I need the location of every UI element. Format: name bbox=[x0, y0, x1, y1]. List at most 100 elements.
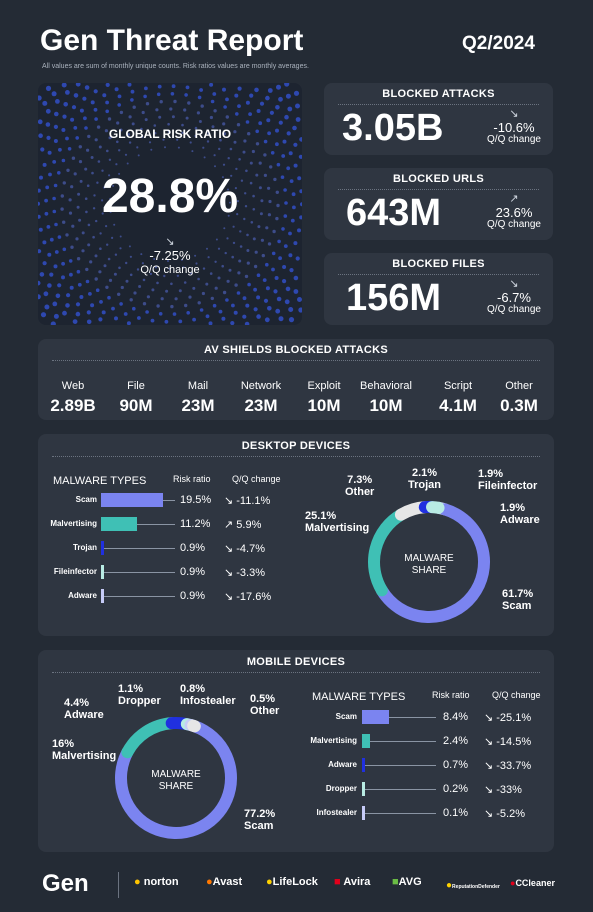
qq-change: ↘ -14.5% bbox=[484, 736, 532, 748]
av-item-mail: Mail 23M bbox=[181, 380, 215, 415]
brand-ccleaner-logo: ●CCleaner bbox=[510, 878, 555, 888]
donut-segment-other bbox=[187, 719, 201, 733]
blocked-files-panel: BLOCKED FILES 156M ↘ -6.7% Q/Q change bbox=[324, 253, 553, 325]
stat-value: 3.05B bbox=[342, 107, 444, 149]
desktop-share-fileinfector: 1.9% Fileinfector bbox=[478, 468, 538, 492]
blocked-urls-panel: BLOCKED URLS 643M ↗ 23.6% Q/Q change bbox=[324, 168, 553, 240]
malware-type-label: Dropper bbox=[325, 784, 357, 793]
mobile-donut-chart bbox=[115, 717, 237, 839]
report-quarter: Q2/2024 bbox=[462, 33, 535, 54]
stat-change: ↗ 23.6% Q/Q change bbox=[484, 193, 544, 230]
global-risk-value: 28.8% bbox=[101, 170, 239, 223]
stat-label: BLOCKED URLS bbox=[393, 173, 484, 185]
qq-change: ↘ -17.6% bbox=[224, 591, 272, 603]
bar-track bbox=[362, 789, 436, 790]
qq-change: ↘ -11.1% bbox=[224, 495, 271, 507]
risk-value: 2.4% bbox=[443, 735, 469, 747]
mobile-share-scam: 77.2% Scam bbox=[244, 808, 276, 832]
av-item-exploit: Exploit 10M bbox=[307, 380, 341, 415]
global-risk-label: GLOBAL RISK RATIO bbox=[108, 127, 232, 141]
risk-bar bbox=[362, 758, 365, 772]
brand-gen-logo: Gen bbox=[42, 870, 89, 897]
av-shields-panel: AV SHIELDS BLOCKED ATTACKS bbox=[38, 339, 554, 420]
qq-change: ↘ -25.1% bbox=[484, 712, 532, 724]
risk-bar bbox=[101, 517, 137, 531]
malware-type-label: Malvertising bbox=[310, 736, 357, 745]
av-title: AV SHIELDS BLOCKED ATTACKS bbox=[203, 344, 388, 356]
malware-type-label: Scam bbox=[75, 495, 97, 504]
risk-value: 11.2% bbox=[180, 518, 211, 530]
brand-lifelock-logo: ●LifeLock bbox=[266, 876, 318, 888]
desktop-share-adware: 1.9% Adware bbox=[500, 502, 540, 526]
desktop-share-scam: 61.7% Scam bbox=[502, 588, 534, 612]
report-note: All values are sum of monthly unique cou… bbox=[42, 63, 309, 70]
risk-value: 0.9% bbox=[180, 590, 206, 602]
dot-pattern bbox=[38, 83, 302, 325]
global-risk-change: ↘ -7.25% Q/Q change bbox=[138, 236, 202, 277]
stat-value: 643M bbox=[346, 192, 442, 234]
risk-value: 0.9% bbox=[180, 542, 206, 554]
report-title: Gen Threat Report bbox=[40, 24, 304, 57]
av-item-other: Other 0.3M bbox=[500, 380, 538, 415]
desktop-col-types: MALWARE TYPES bbox=[53, 475, 147, 487]
av-item-file: File 90M bbox=[119, 380, 153, 415]
stat-change: ↘ -10.6% Q/Q change bbox=[484, 108, 544, 145]
desktop-share-malvertising: 25.1% Malvertising bbox=[305, 510, 370, 534]
av-item-network: Network 23M bbox=[240, 380, 282, 415]
bar-track bbox=[362, 741, 436, 742]
blocked-attacks-panel: BLOCKED ATTACKS 3.05B ↘ -10.6% Q/Q chang… bbox=[324, 83, 553, 155]
malware-type-label: Infostealer bbox=[316, 808, 357, 817]
trend-down-icon: ↘ bbox=[165, 236, 175, 248]
risk-bar bbox=[362, 782, 365, 796]
trend-down-icon: ↘ bbox=[509, 278, 519, 290]
donut-center-label: MALWARE SHARE bbox=[404, 553, 454, 576]
risk-bar bbox=[362, 806, 365, 820]
brand-avg-logo: ■AVG bbox=[392, 876, 422, 888]
risk-bar bbox=[101, 565, 104, 579]
brand-avira-logo: ■ Avira bbox=[334, 876, 371, 888]
risk-value: 8.4% bbox=[443, 711, 469, 723]
desktop-col-risk: Risk ratio bbox=[173, 474, 211, 484]
footer-divider bbox=[118, 872, 119, 898]
bar-track bbox=[362, 765, 436, 766]
bar-track bbox=[362, 813, 436, 814]
qq-change: ↘ -4.7% bbox=[224, 543, 266, 555]
brand-reputationdefender-logo: ●ReputationDefender bbox=[446, 880, 500, 891]
av-item-web: Web 2.89B bbox=[50, 380, 96, 415]
global-risk-panel: GLOBAL RISK RATIO 28.8% ↘ -7.25% Q/Q cha… bbox=[38, 83, 302, 325]
bar-track bbox=[362, 717, 436, 718]
donut-segment-scam bbox=[115, 720, 237, 839]
mobile-col-types: MALWARE TYPES bbox=[312, 691, 406, 703]
stat-change: ↘ -6.7% Q/Q change bbox=[484, 278, 544, 315]
mobile-col-risk: Risk ratio bbox=[432, 690, 470, 700]
trend-up-icon: ↗ bbox=[509, 193, 519, 205]
risk-value: 0.9% bbox=[180, 566, 206, 578]
qq-change: ↘ -3.3% bbox=[224, 567, 266, 579]
mobile-share-adware: 4.4% Adware bbox=[64, 697, 104, 721]
mobile-col-change: Q/Q change bbox=[492, 690, 541, 700]
risk-bar bbox=[101, 589, 104, 603]
risk-bar bbox=[101, 541, 104, 555]
malware-type-label: Adware bbox=[68, 591, 97, 600]
desktop-share-trojan: 2.1% Trojan bbox=[408, 467, 442, 491]
brand-avast-logo: ●Avast bbox=[206, 876, 243, 888]
risk-value: 19.5% bbox=[180, 494, 212, 506]
bar-track bbox=[101, 596, 175, 597]
donut-segment-fileinfector bbox=[426, 501, 445, 514]
desktop-share-other: 7.3% Other bbox=[345, 474, 375, 498]
donut-segment-malvertising bbox=[368, 508, 407, 597]
av-item-script: Script 4.1M bbox=[439, 380, 477, 415]
malware-type-label: Trojan bbox=[72, 543, 97, 552]
brand-norton-logo: ● norton bbox=[134, 876, 179, 888]
risk-bar bbox=[101, 493, 163, 507]
mobile-share-malvertising: 16% Malvertising bbox=[52, 738, 117, 762]
mobile-share-infostealer: 0.8% Infostealer bbox=[180, 683, 236, 707]
qq-change: ↘ -33.7% bbox=[484, 760, 532, 772]
desktop-col-change: Q/Q change bbox=[232, 474, 281, 484]
mobile-share-dropper: 1.1% Dropper bbox=[118, 683, 161, 707]
stat-label: BLOCKED ATTACKS bbox=[382, 88, 495, 100]
risk-value: 0.7% bbox=[443, 759, 469, 771]
trend-down-icon: ↘ bbox=[509, 108, 519, 120]
av-item-behavioral: Behavioral 10M bbox=[360, 380, 412, 415]
mobile-share-other: 0.5% Other bbox=[250, 693, 280, 717]
